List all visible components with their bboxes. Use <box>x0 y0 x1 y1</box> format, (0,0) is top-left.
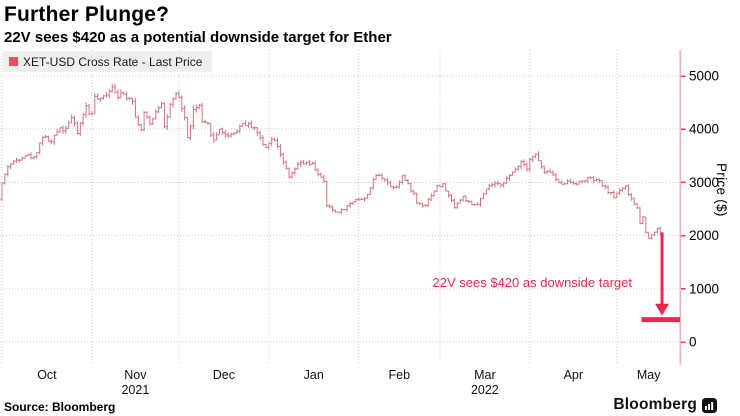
page-title: Further Plunge? <box>4 3 170 26</box>
downside-arrow-head <box>655 303 670 316</box>
legend-label: XET-USD Cross Rate - Last Price <box>23 54 203 69</box>
y-axis-tick-label: 0 <box>689 335 697 350</box>
bloomberg-brand: Bloomberg <box>613 396 717 414</box>
downside-target-annotation: 22V sees $420 as downside target <box>432 275 632 290</box>
y-axis-tick-label: 1000 <box>689 281 719 296</box>
y-axis-tick-label: 5000 <box>689 69 719 84</box>
legend: XET-USD Cross Rate - Last Price <box>3 51 213 72</box>
y-axis-tick-label: 2000 <box>689 228 719 243</box>
source-note: Source: Bloomberg <box>4 400 116 414</box>
y-axis-tick-label: 3000 <box>689 175 719 190</box>
y-axis-tick-label: 4000 <box>689 122 719 137</box>
page-subtitle: 22V sees $420 as a potential downside ta… <box>4 29 392 46</box>
bloomberg-wordmark: Bloomberg <box>613 396 697 413</box>
legend-swatch-icon <box>9 57 18 66</box>
bloomberg-logo-icon <box>702 397 717 413</box>
price-series-bars <box>0 83 662 240</box>
y-axis-title: Price ($) <box>714 163 729 217</box>
